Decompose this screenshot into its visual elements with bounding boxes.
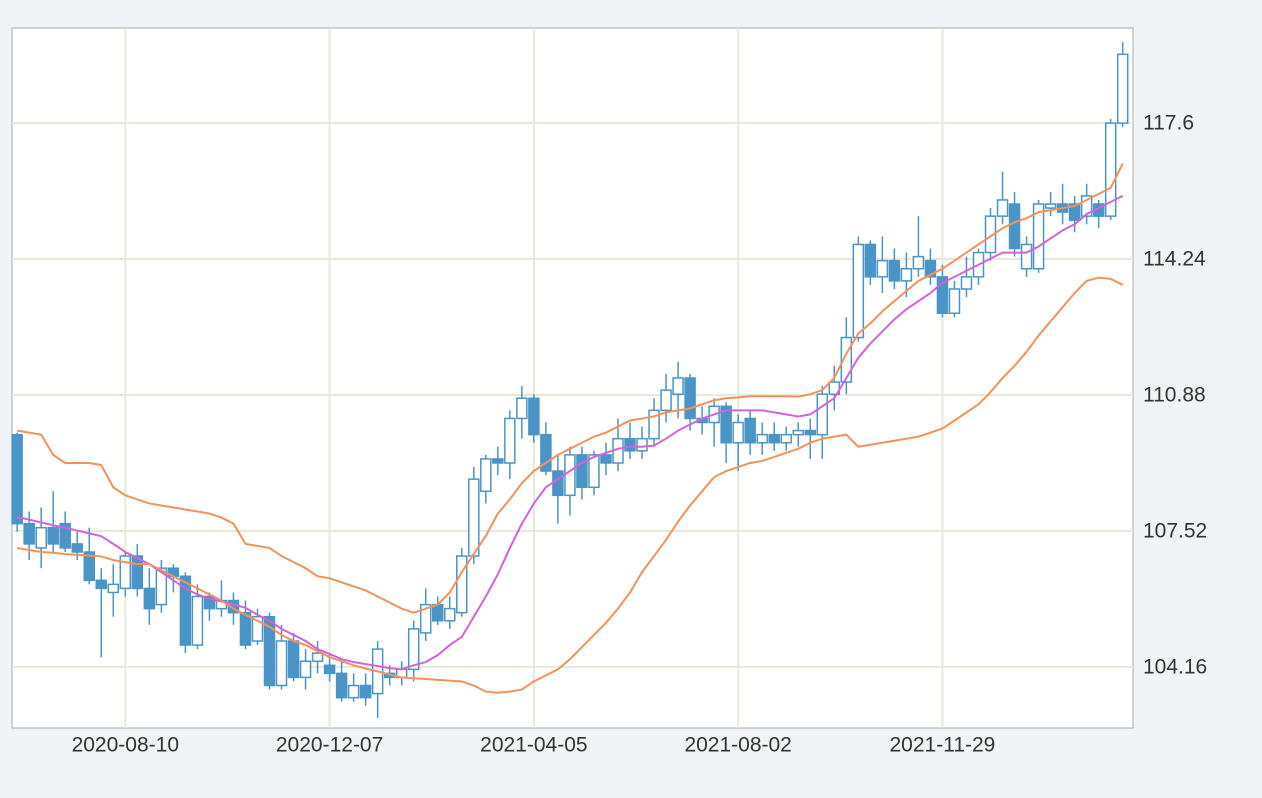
y-tick-label: 117.6 <box>1143 112 1194 135</box>
candle-down <box>359 684 372 699</box>
candle-down <box>335 672 348 699</box>
candle-down <box>492 458 504 464</box>
candle-up <box>912 255 925 270</box>
candle-up <box>852 243 865 339</box>
candle-up <box>299 660 312 679</box>
candle-down <box>23 522 35 545</box>
candle-up <box>1020 243 1033 270</box>
candle-down <box>552 470 564 497</box>
candle-up <box>876 259 889 278</box>
candle-up <box>480 458 492 493</box>
candle-down <box>1008 203 1021 250</box>
candle-down <box>924 259 937 278</box>
candle-up <box>636 437 648 452</box>
candle-up <box>419 603 432 634</box>
candle-down <box>936 276 949 315</box>
candle-up <box>251 615 264 642</box>
candle-down <box>143 587 156 610</box>
candle-up <box>456 555 468 614</box>
y-tick-label: 107.52 <box>1143 519 1207 542</box>
candle-down <box>179 575 192 646</box>
candle-down <box>720 405 732 444</box>
candle-up <box>960 276 973 290</box>
candle-up <box>780 433 792 444</box>
candle-up <box>588 454 600 488</box>
candle-down <box>287 640 300 679</box>
candle-down <box>540 433 552 472</box>
candle-down <box>59 522 71 549</box>
indicator-line <box>16 276 1124 694</box>
candle-down <box>239 611 252 646</box>
y-tick-label: 114.24 <box>1143 248 1206 271</box>
candle-down <box>83 551 96 582</box>
candle-up <box>660 389 672 412</box>
candle-down <box>888 259 901 282</box>
indicator-line <box>16 195 1124 671</box>
candle-down <box>528 397 540 436</box>
candle-down <box>11 433 23 525</box>
x-tick-label: 2021-04-05 <box>480 734 587 757</box>
candle-down <box>131 555 144 590</box>
candle-up <box>948 288 961 315</box>
candle-down <box>768 433 780 444</box>
candle-up <box>468 478 480 557</box>
candle-up <box>1044 203 1057 209</box>
y-tick-label: 110.88 <box>1143 384 1206 407</box>
candle-up <box>816 393 829 436</box>
candle-down <box>431 603 444 622</box>
candle-up <box>732 421 744 444</box>
candle-down <box>744 417 756 444</box>
candle-up <box>107 583 120 594</box>
candle-down <box>323 664 336 675</box>
candle-up <box>1080 195 1093 217</box>
x-tick-label: 2021-11-29 <box>890 734 996 757</box>
candle-up <box>984 215 997 254</box>
candle-up <box>275 640 288 687</box>
y-tick-label: 104.16 <box>1143 655 1207 678</box>
candle-down <box>71 543 83 553</box>
candle-up <box>119 555 132 590</box>
indicator-line <box>16 163 1124 614</box>
candle-down <box>600 454 612 464</box>
candle-up <box>1032 203 1045 270</box>
candle-down <box>864 243 877 278</box>
candle-up <box>191 595 204 646</box>
candle-up <box>792 429 804 436</box>
x-tick-label: 2020-12-07 <box>276 734 383 757</box>
candle-up <box>311 652 324 662</box>
candle-up <box>347 684 360 699</box>
candle-down <box>203 595 216 610</box>
candle-up <box>504 417 516 464</box>
candle-up <box>564 454 576 497</box>
candle-down <box>576 454 588 488</box>
candle-down <box>684 377 696 420</box>
candle-up <box>1104 122 1117 217</box>
candle-up <box>155 567 168 606</box>
candle-up <box>996 199 1009 217</box>
x-tick-label: 2020-08-10 <box>72 734 179 757</box>
candle-up <box>1116 53 1129 124</box>
candle-down <box>263 615 276 687</box>
x-tick-label: 2021-08-02 <box>684 734 791 757</box>
candle-up <box>407 628 420 671</box>
candle-up <box>444 607 456 622</box>
candle-up <box>900 268 913 282</box>
candle-down <box>47 526 59 545</box>
candle-up <box>35 526 47 549</box>
candle-up <box>516 397 528 420</box>
candle-up <box>648 409 660 440</box>
candle-down <box>804 429 817 436</box>
candle-up <box>672 377 684 395</box>
candle-up <box>756 433 768 444</box>
candle-down <box>95 579 108 590</box>
candle-down <box>624 437 636 452</box>
candle-down <box>1068 203 1081 221</box>
candle-up <box>840 336 853 383</box>
